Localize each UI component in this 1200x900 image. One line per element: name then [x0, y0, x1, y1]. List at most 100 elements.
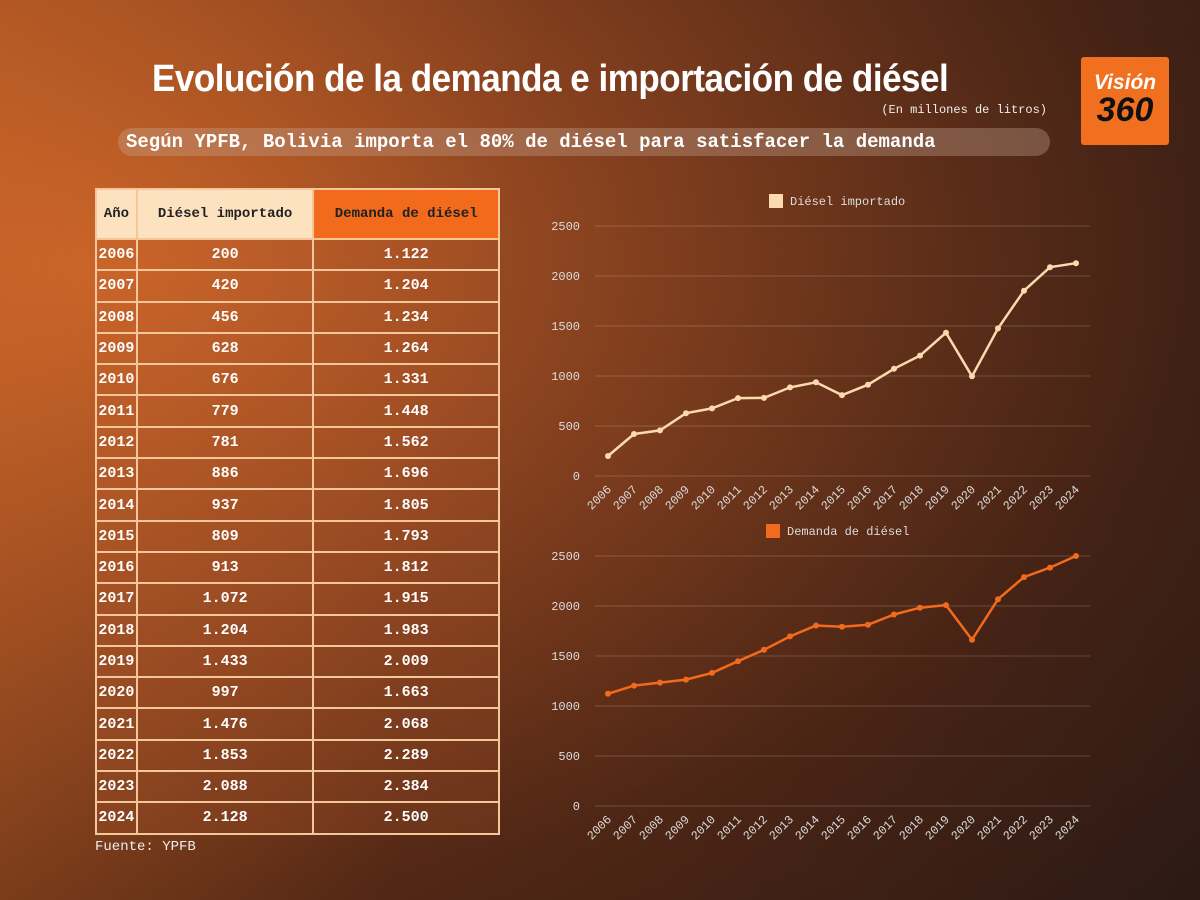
- x-tick-label: 2009: [663, 483, 693, 513]
- x-tick-label: 2007: [611, 813, 641, 843]
- cell-demand: 1.983: [312, 613, 500, 647]
- x-tick-label: 2014: [793, 813, 823, 843]
- table-row: 2023 2.088 2.384: [95, 770, 500, 804]
- data-point: [943, 602, 949, 609]
- y-tick-label: 500: [558, 750, 580, 764]
- data-point: [1021, 574, 1027, 581]
- x-tick-label: 2016: [845, 483, 875, 513]
- x-tick-label: 2017: [871, 483, 901, 513]
- data-point: [917, 352, 923, 359]
- table-row: 2024 2.128 2.500: [95, 801, 500, 835]
- subtitle: Según YPFB, Bolivia importa el 80% de di…: [118, 128, 1050, 156]
- x-tick-label: 2021: [975, 483, 1005, 513]
- table-row: 2016 913 1.812: [95, 550, 500, 585]
- data-point: [995, 596, 1001, 603]
- x-tick-label: 2006: [585, 483, 615, 513]
- cell-demand: 1.915: [312, 582, 500, 616]
- data-point: [787, 384, 793, 391]
- table-row: 2022 1.853 2.289: [95, 738, 500, 773]
- cell-demand: 1.812: [312, 550, 500, 585]
- x-tick-label: 2008: [637, 483, 667, 513]
- cell-year: 2012: [95, 425, 138, 460]
- cell-demand: 2.068: [312, 707, 500, 741]
- cell-year: 2023: [95, 770, 138, 804]
- x-tick-label: 2010: [689, 813, 719, 843]
- cell-demand: 1.204: [312, 269, 500, 303]
- x-tick-label: 2011: [715, 483, 745, 513]
- cell-imported: 2.128: [135, 801, 315, 835]
- data-point: [1073, 553, 1079, 559]
- x-tick-label: 2007: [611, 483, 641, 513]
- cell-imported: 1.853: [135, 738, 315, 773]
- cell-year: 2011: [95, 394, 138, 428]
- cell-year: 2022: [95, 738, 138, 773]
- y-tick-label: 1500: [551, 320, 580, 334]
- cell-year: 2024: [95, 801, 138, 835]
- cell-year: 2016: [95, 550, 138, 585]
- cell-year: 2014: [95, 488, 138, 522]
- data-point: [683, 410, 689, 417]
- cell-imported: 1.072: [135, 582, 315, 616]
- x-tick-label: 2018: [897, 483, 927, 513]
- y-tick-label: 2500: [551, 220, 580, 234]
- legend-label: Demanda de diésel: [787, 525, 909, 539]
- data-point: [891, 365, 897, 372]
- legend-swatch: [766, 524, 780, 538]
- data-point: [1047, 264, 1053, 271]
- table-row: 2010 676 1.331: [95, 363, 500, 397]
- table-row: 2019 1.433 2.009: [95, 644, 500, 679]
- x-tick-label: 2008: [637, 813, 667, 843]
- cell-imported: 913: [135, 550, 315, 585]
- table-row: 2013 886 1.696: [95, 457, 500, 491]
- data-point: [995, 325, 1001, 332]
- cell-demand: 2.009: [312, 644, 500, 679]
- data-point: [1073, 260, 1079, 267]
- cell-demand: 1.793: [312, 519, 500, 553]
- table-row: 2011 779 1.448: [95, 394, 500, 428]
- cell-imported: 1.476: [135, 707, 315, 741]
- unit-note: (En millones de litros): [881, 103, 1047, 117]
- table-row: 2015 809 1.793: [95, 519, 500, 553]
- x-tick-label: 2024: [1053, 483, 1083, 513]
- data-point: [1021, 287, 1027, 294]
- cell-imported: 420: [135, 269, 315, 303]
- cell-demand: 2.384: [312, 770, 500, 804]
- x-tick-label: 2023: [1027, 483, 1057, 513]
- cell-year: 2017: [95, 582, 138, 616]
- cell-demand: 1.562: [312, 425, 500, 460]
- cell-imported: 456: [135, 300, 315, 334]
- cell-year: 2006: [95, 237, 138, 272]
- logo-line1: Visión: [1093, 71, 1157, 94]
- y-tick-label: 1000: [551, 370, 580, 384]
- data-point: [1047, 564, 1053, 571]
- data-point: [787, 633, 793, 640]
- y-tick-label: 1500: [551, 650, 580, 664]
- data-point: [709, 669, 715, 676]
- data-point: [865, 621, 871, 628]
- x-tick-label: 2012: [741, 813, 771, 843]
- table-row: 2017 1.072 1.915: [95, 582, 500, 616]
- header-year: Año: [95, 188, 138, 240]
- data-point: [943, 329, 949, 336]
- x-tick-label: 2019: [923, 483, 953, 513]
- cell-year: 2010: [95, 363, 138, 397]
- cell-demand: 1.264: [312, 331, 500, 366]
- x-tick-label: 2015: [819, 483, 849, 513]
- cell-year: 2007: [95, 269, 138, 303]
- cell-imported: 779: [135, 394, 315, 428]
- cell-imported: 676: [135, 363, 315, 397]
- cell-demand: 1.696: [312, 457, 500, 491]
- cell-imported: 200: [135, 237, 315, 272]
- x-tick-label: 2022: [1001, 483, 1031, 513]
- data-point: [969, 636, 975, 643]
- cell-demand: 2.289: [312, 738, 500, 773]
- x-tick-label: 2018: [897, 813, 927, 843]
- data-point: [709, 405, 715, 412]
- header-demand: Demanda de diésel: [312, 188, 500, 240]
- cell-imported: 628: [135, 331, 315, 366]
- source-note: Fuente: YPFB: [95, 839, 196, 855]
- series-line: [607, 261, 1077, 457]
- y-tick-label: 2000: [551, 600, 580, 614]
- data-point: [917, 604, 923, 611]
